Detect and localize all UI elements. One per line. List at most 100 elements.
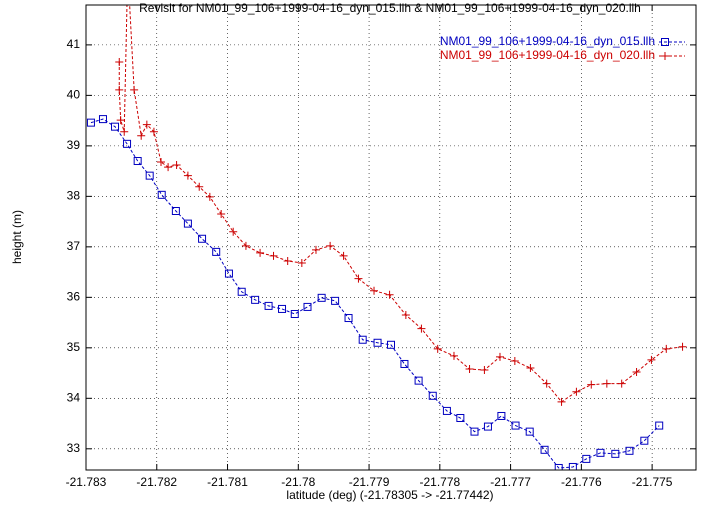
data-point xyxy=(237,287,246,296)
data-point xyxy=(678,342,687,351)
data-point xyxy=(183,219,192,228)
data-point xyxy=(449,351,458,360)
series-line xyxy=(90,118,660,469)
data-point xyxy=(344,314,353,323)
data-point xyxy=(358,335,367,344)
legend: NM01_99_106+1999-04-16_dyn_015.llhNM01_9… xyxy=(440,34,685,62)
x-tick-label: -21.781 xyxy=(207,475,248,489)
data-point xyxy=(557,397,566,406)
x-tick-label: -21.779 xyxy=(349,475,390,489)
data-point xyxy=(339,251,348,260)
data-point xyxy=(269,251,278,260)
y-tick-label: 39 xyxy=(67,138,81,152)
data-point xyxy=(172,161,181,170)
data-point xyxy=(647,355,656,364)
data-point xyxy=(198,234,207,243)
data-point xyxy=(387,340,395,349)
data-point xyxy=(241,241,250,250)
chart-title: Revisit for NM01_99_106+1999-04-16_dyn_0… xyxy=(139,1,641,15)
plot-area xyxy=(86,5,687,470)
data-point xyxy=(625,446,634,455)
x-tick-label: -21.782 xyxy=(136,475,177,489)
data-point xyxy=(542,379,551,388)
data-point xyxy=(331,296,340,305)
data-point xyxy=(130,85,139,94)
data-point xyxy=(655,421,664,430)
data-point xyxy=(433,344,442,353)
data-point xyxy=(290,309,299,318)
data-point xyxy=(568,462,577,470)
data-point xyxy=(511,421,520,430)
data-point xyxy=(256,248,265,257)
data-point xyxy=(442,406,451,415)
y-tick-label: 38 xyxy=(67,189,81,203)
data-point xyxy=(414,376,423,385)
data-point xyxy=(278,304,287,313)
data-point xyxy=(149,127,158,136)
y-tick-label: 40 xyxy=(67,88,81,102)
y-tick-label: 36 xyxy=(67,290,81,304)
data-point xyxy=(283,256,292,265)
y-tick-label: 37 xyxy=(67,239,81,253)
data-point xyxy=(98,115,107,124)
legend-marker xyxy=(661,38,669,46)
data-point xyxy=(326,241,335,250)
data-point xyxy=(205,192,214,201)
data-point xyxy=(142,120,151,129)
data-point xyxy=(120,127,129,136)
y-axis-label: height (m) xyxy=(10,210,24,264)
data-point xyxy=(662,344,671,353)
data-point xyxy=(582,454,591,463)
data-point xyxy=(251,295,260,304)
data-point xyxy=(171,206,180,215)
x-tick-label: -21.777 xyxy=(490,475,531,489)
data-point xyxy=(115,58,124,67)
data-point xyxy=(354,274,363,283)
data-point xyxy=(640,436,649,445)
data-point xyxy=(212,247,221,256)
data-point xyxy=(465,365,474,374)
data-point xyxy=(400,359,409,368)
data-point xyxy=(224,269,233,278)
x-tick-label: -21.778 xyxy=(419,475,460,489)
data-point xyxy=(373,338,382,347)
x-tick-label: -21.783 xyxy=(66,475,107,489)
plot-frame xyxy=(85,4,697,471)
data-point xyxy=(495,352,504,361)
data-point xyxy=(311,245,320,254)
data-point xyxy=(540,445,549,454)
data-point xyxy=(497,411,506,420)
data-point xyxy=(483,422,492,431)
data-point xyxy=(587,380,596,389)
data-point xyxy=(632,368,641,377)
data-point xyxy=(183,171,192,180)
legend-label: NM01_99_106+1999-04-16_dyn_020.llh xyxy=(440,48,655,62)
data-point xyxy=(602,379,611,388)
data-point xyxy=(297,258,306,267)
y-tick-label: 33 xyxy=(67,441,81,455)
data-point xyxy=(428,391,437,400)
data-point xyxy=(157,190,166,199)
data-point xyxy=(115,85,124,94)
data-point xyxy=(229,227,238,236)
x-tick-label: -21.78 xyxy=(281,475,315,489)
data-point xyxy=(526,364,535,373)
data-point xyxy=(554,463,563,470)
data-point xyxy=(401,311,410,319)
data-point xyxy=(317,293,326,302)
data-point xyxy=(596,448,605,457)
data-point xyxy=(116,116,125,125)
data-point xyxy=(510,356,519,365)
data-point xyxy=(370,286,379,295)
data-point xyxy=(157,158,166,167)
data-point xyxy=(572,387,581,396)
x-tick-label: -21.775 xyxy=(632,475,673,489)
data-point xyxy=(525,427,534,436)
legend-marker xyxy=(661,52,669,60)
data-point xyxy=(417,324,426,333)
data-point xyxy=(111,122,120,131)
data-point xyxy=(145,171,154,180)
